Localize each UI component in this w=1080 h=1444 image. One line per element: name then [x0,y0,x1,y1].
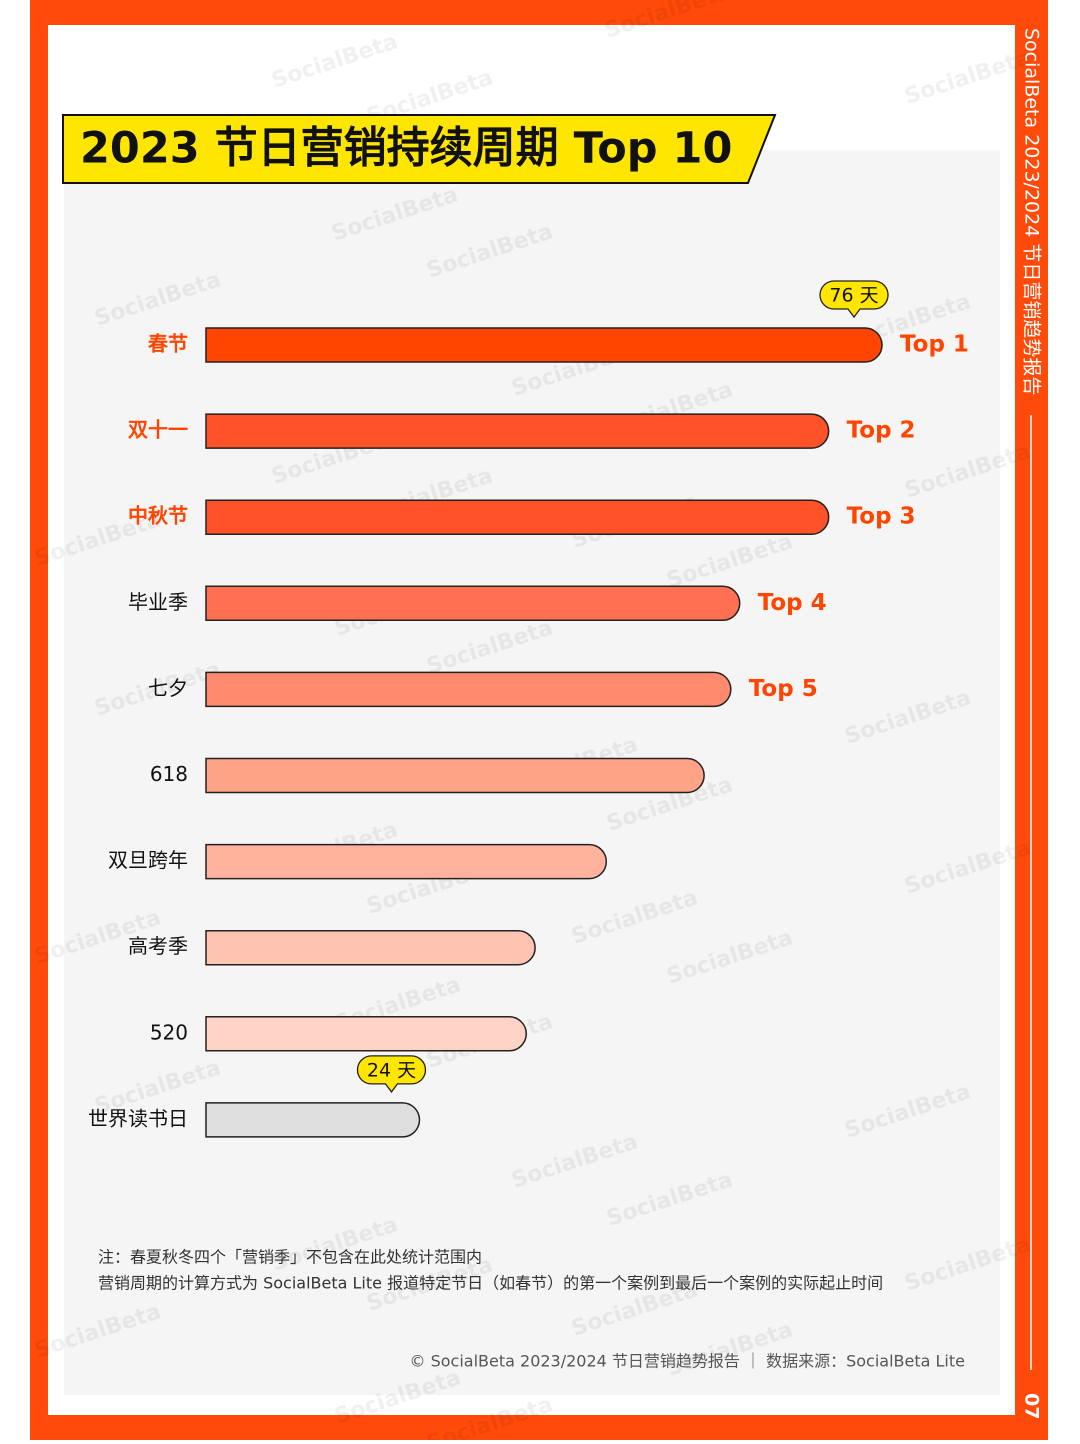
bar [205,843,608,880]
side-title: SocialBeta 2023/2024 节日营销趋势报告 [1021,28,1043,395]
rank-label: Top 5 [749,676,818,702]
title-banner [62,114,777,184]
note: 营销周期的计算方式为 SocialBeta Lite 报道特定节日（如春节）的第… [98,1274,883,1293]
bar [205,1016,527,1052]
category-label: 高考季 [128,934,188,958]
bar [205,585,741,622]
chart-title: 2023 节日营销持续周期 Top 10 [80,124,732,174]
category-label: 世界读书日 [88,1106,188,1130]
category-label: 七夕 [148,676,188,700]
category-label: 春节 [147,332,188,356]
bar [205,327,883,363]
value-bubble [356,1055,427,1093]
category-label: 中秋节 [128,504,188,528]
page-number: 07 [1021,1393,1043,1419]
category-label: 520 [150,1020,188,1044]
bar [205,757,705,794]
value-label: 76 天 [829,285,878,307]
category-label: 毕业季 [128,590,188,614]
bar [205,929,536,966]
value-label: 24 天 [367,1059,416,1081]
bar [205,1102,421,1138]
category-label: 双十一 [128,418,188,442]
note: 注：春夏秋冬四个「营销季」不包含在此处统计范围内 [98,1248,482,1267]
footer: © SocialBeta 2023/2024 节日营销趋势报告 ｜ 数据来源：S… [410,1352,966,1371]
bar [205,413,830,449]
bar [205,671,732,708]
rank-label: Top 2 [847,418,916,444]
value-bubble [819,280,889,319]
category-label: 618 [150,762,188,786]
category-label: 双旦跨年 [108,848,188,872]
rank-label: Top 1 [900,332,969,358]
bar [205,499,830,535]
rank-label: Top 3 [847,504,916,530]
rank-label: Top 4 [758,590,827,616]
